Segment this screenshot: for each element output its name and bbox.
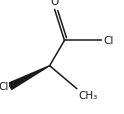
Text: CH₃: CH₃ xyxy=(78,90,97,100)
Text: Cl: Cl xyxy=(103,36,113,46)
Polygon shape xyxy=(8,66,50,90)
Text: Cl: Cl xyxy=(0,82,9,92)
Text: O: O xyxy=(50,0,59,7)
